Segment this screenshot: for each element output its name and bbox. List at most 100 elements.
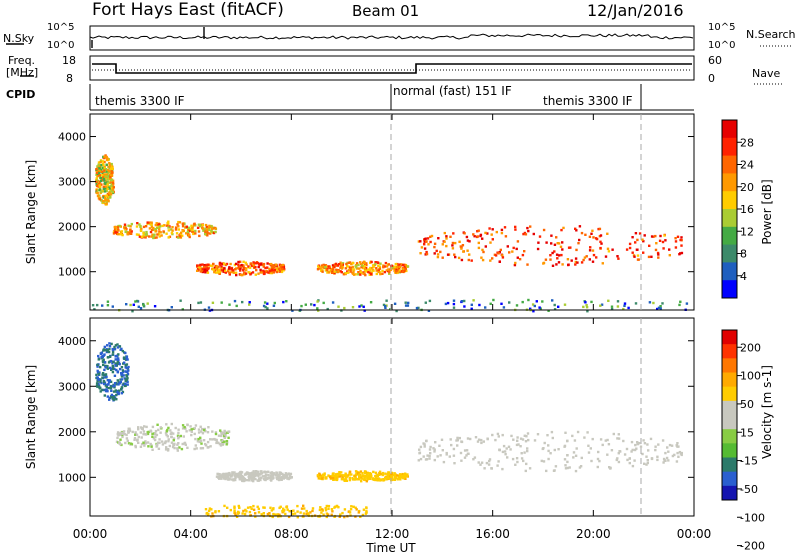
heatmap-cell: [396, 265, 399, 269]
heatmap-cell: [523, 434, 526, 437]
heatmap-cell: [205, 225, 209, 229]
heatmap-cell: [680, 451, 683, 455]
heatmap-cell: [497, 252, 500, 255]
heatmap-cell: [365, 510, 368, 513]
heatmap-cell: [166, 449, 170, 452]
colorbar-tick-label: 28: [740, 136, 754, 149]
heatmap-cell: [352, 261, 355, 265]
heatmap-cell: [419, 457, 423, 461]
heatmap-cell: [385, 478, 388, 481]
colorbar-cell: [722, 415, 737, 430]
heatmap-cell: [125, 303, 128, 306]
heatmap-cell: [109, 173, 112, 176]
heatmap-cell: [667, 459, 670, 462]
heatmap-cell: [176, 447, 179, 450]
heatmap-cell: [205, 264, 208, 267]
heatmap-cell: [109, 181, 112, 184]
power-ylabel: Slant Range [km]: [24, 160, 38, 264]
heatmap-cell: [259, 263, 263, 266]
heatmap-cell: [405, 269, 408, 273]
heatmap-cell: [108, 379, 112, 382]
heatmap-cell: [108, 191, 111, 194]
heatmap-cell: [513, 263, 517, 267]
heatmap-cell: [344, 267, 347, 270]
heatmap-cell: [387, 471, 391, 474]
heatmap-cell: [364, 273, 367, 277]
heatmap-cell: [604, 255, 608, 258]
heatmap-cell: [116, 357, 120, 360]
heatmap-cell: [105, 388, 108, 391]
heatmap-cell: [97, 189, 100, 192]
heatmap-cell: [221, 439, 224, 442]
heatmap-cell: [480, 256, 483, 259]
heatmap-cell: [617, 257, 620, 260]
heatmap-cell: [254, 262, 257, 265]
heatmap-cell: [442, 460, 446, 464]
heatmap-cell: [520, 457, 524, 460]
heatmap-cell: [111, 395, 114, 398]
heatmap-cell: [124, 382, 127, 385]
heatmap-cell: [171, 445, 175, 449]
colorbar-tick-label: 15: [740, 426, 754, 439]
heatmap-cell: [103, 345, 106, 349]
heatmap-cell: [105, 187, 108, 190]
heatmap-cell: [386, 475, 390, 479]
freq-trace: [92, 63, 692, 74]
heatmap-cell: [319, 474, 322, 477]
heatmap-cell: [585, 255, 588, 258]
heatmap-cell: [136, 299, 139, 303]
heatmap-cell: [582, 258, 585, 262]
heatmap-cell: [344, 477, 347, 480]
heatmap-cell: [537, 241, 540, 244]
heatmap-cell: [143, 425, 146, 428]
heatmap-cell: [533, 304, 536, 308]
heatmap-cell: [243, 512, 247, 516]
heatmap-cell: [124, 441, 127, 445]
heatmap-cell: [674, 246, 678, 249]
heatmap-cell: [685, 302, 689, 305]
velocity-ylabel: Slant Range [km]: [24, 365, 38, 469]
heatmap-cell: [472, 299, 475, 302]
colorbar-tick-label: 4: [740, 270, 747, 283]
heatmap-cell: [233, 471, 236, 474]
heatmap-cell: [350, 473, 353, 476]
heatmap-cell: [210, 508, 213, 511]
heatmap-cell: [633, 459, 636, 462]
heatmap-cell: [633, 255, 636, 258]
heatmap-cell: [204, 227, 207, 230]
heatmap-cell: [187, 228, 190, 231]
heatmap-cell: [239, 269, 242, 272]
heatmap-cell: [482, 250, 485, 254]
heatmap-cell: [103, 179, 106, 182]
heatmap-cell: [574, 227, 577, 230]
heatmap-cell: [553, 250, 556, 253]
heatmap-cell: [365, 480, 368, 483]
heatmap-cell: [218, 475, 221, 479]
heatmap-cell: [481, 237, 484, 240]
heatmap-cell: [102, 175, 105, 179]
heatmap-cell: [383, 270, 387, 274]
heatmap-cell: [207, 446, 210, 449]
heatmap-cell: [194, 444, 197, 447]
heatmap-cell: [368, 271, 371, 274]
heatmap-cell: [529, 225, 532, 228]
heatmap-cell: [369, 268, 372, 272]
heatmap-cell: [109, 193, 113, 196]
velocity-colorbar-label: Velocity [m s-1]: [760, 365, 774, 459]
heatmap-cell: [160, 440, 164, 443]
heatmap-cell: [163, 441, 166, 444]
heatmap-cell: [252, 474, 255, 477]
heatmap-cell: [112, 186, 115, 189]
heatmap-cell: [188, 233, 191, 237]
heatmap-cell: [95, 382, 99, 385]
heatmap-cell: [227, 436, 230, 439]
heatmap-cell: [360, 477, 364, 480]
heatmap-cell: [333, 271, 336, 275]
heatmap-cell: [441, 256, 444, 259]
heatmap-cell: [112, 366, 115, 369]
power-cells: [91, 154, 689, 313]
heatmap-cell: [488, 459, 491, 463]
heatmap-cell: [137, 435, 140, 439]
heatmap-cell: [559, 245, 563, 248]
heatmap-cell: [616, 300, 620, 303]
